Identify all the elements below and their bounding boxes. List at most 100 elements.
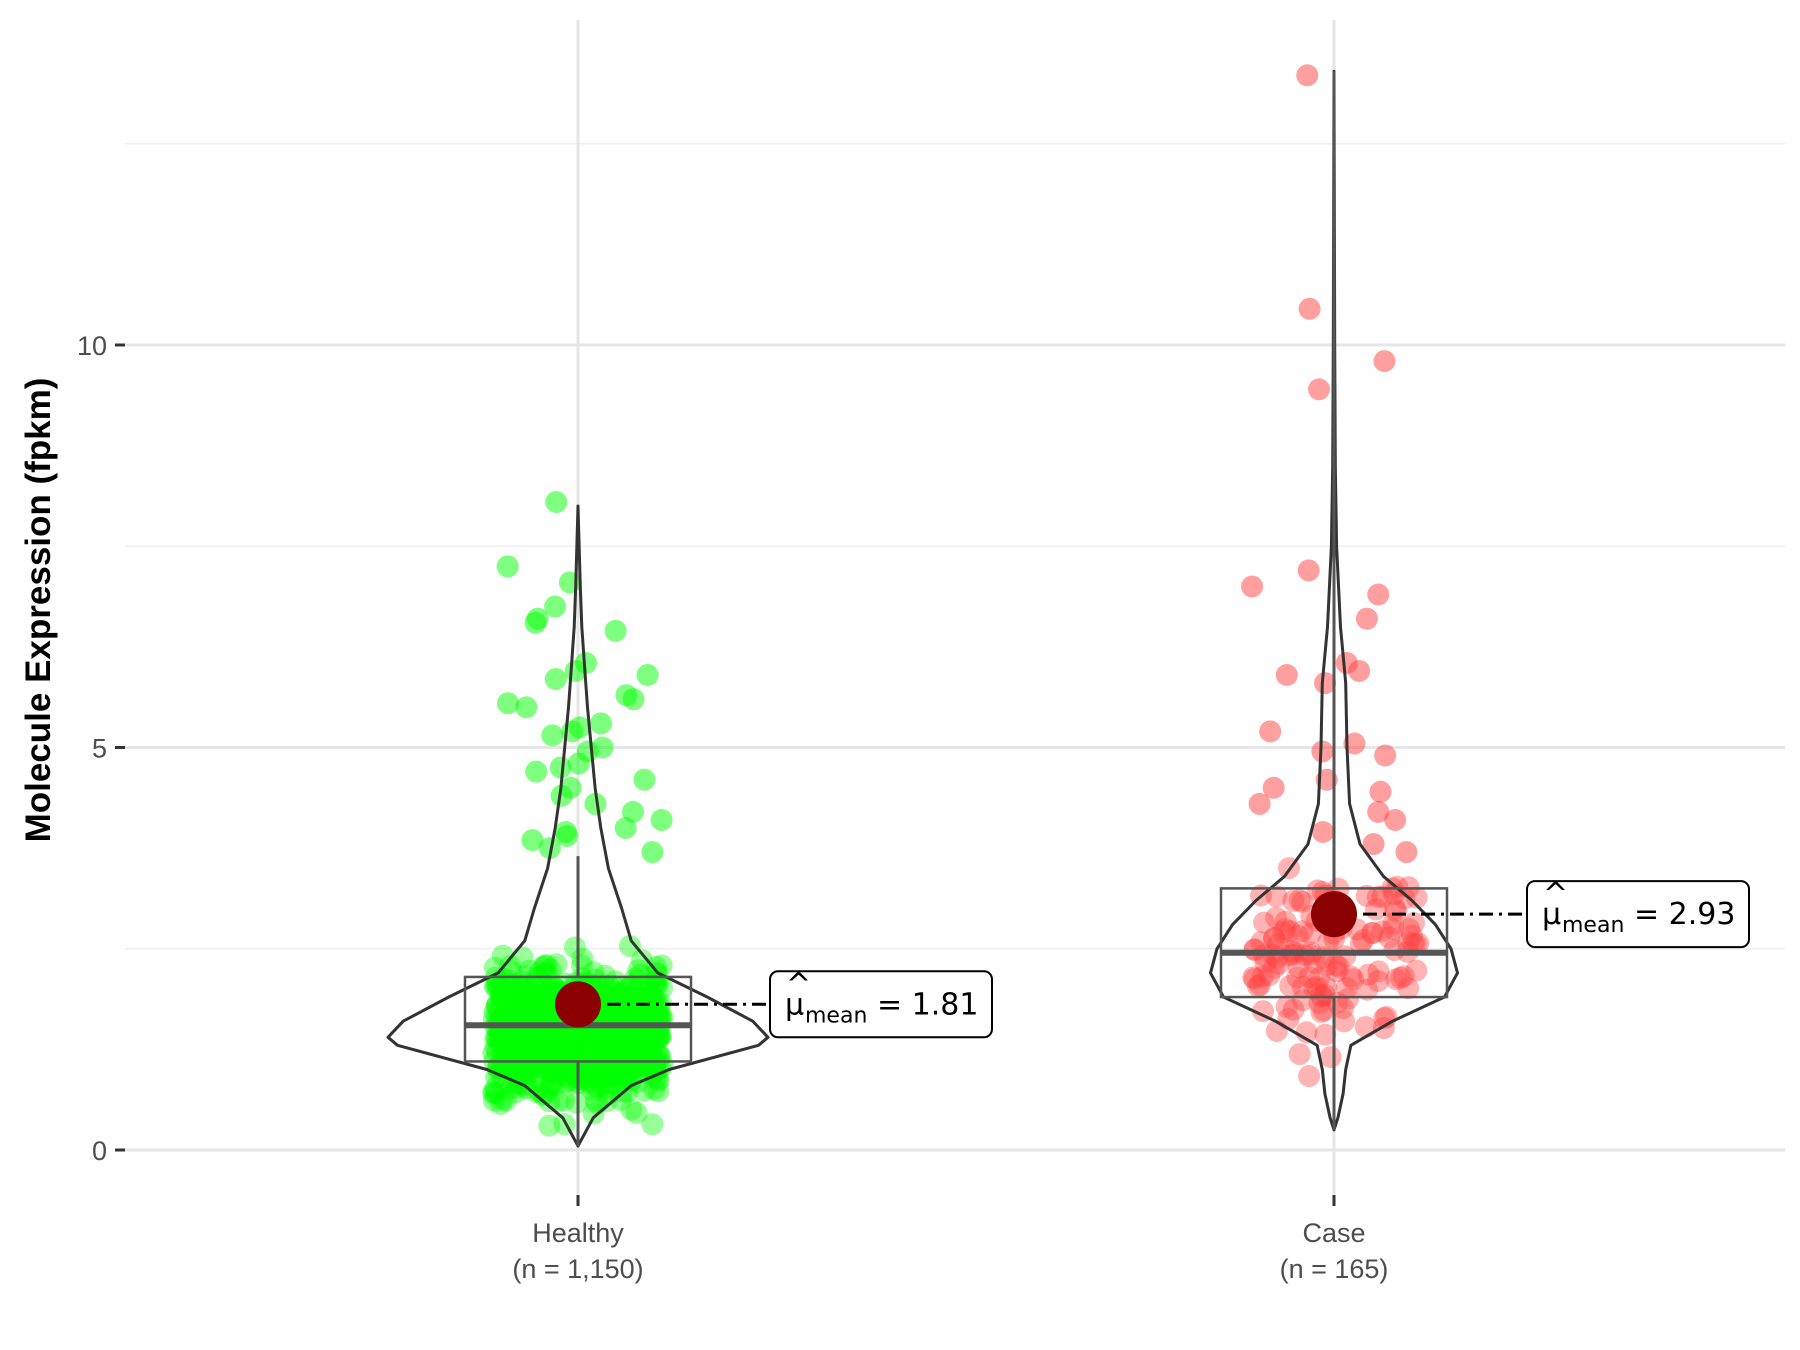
data-point	[584, 792, 607, 815]
data-point	[563, 1066, 586, 1088]
data-point	[518, 999, 541, 1022]
data-point	[1371, 885, 1394, 908]
data-point	[486, 992, 509, 1015]
data-point	[600, 982, 623, 1005]
data-point	[1241, 575, 1264, 598]
data-point	[1312, 821, 1334, 843]
data-point	[612, 1030, 635, 1053]
data-point	[513, 976, 536, 999]
data-point	[646, 1042, 669, 1065]
data-point	[1361, 922, 1384, 944]
data-point	[513, 1027, 536, 1050]
data-point	[618, 991, 640, 1014]
data-point	[592, 1025, 615, 1048]
data-point	[1385, 900, 1407, 922]
data-point	[529, 1052, 552, 1075]
data-point	[521, 1043, 544, 1066]
data-point	[592, 1043, 615, 1066]
data-point	[614, 978, 637, 1001]
data-point	[496, 1049, 519, 1071]
data-point	[500, 1038, 523, 1061]
data-point	[490, 987, 512, 1010]
data-point	[617, 1053, 640, 1076]
data-point	[525, 760, 548, 783]
data-point	[1381, 918, 1404, 941]
data-point	[616, 998, 639, 1021]
data-point	[598, 975, 620, 997]
data-point	[592, 1040, 614, 1062]
data-point	[614, 1003, 637, 1026]
data-point	[593, 1065, 616, 1088]
data-point	[544, 1040, 567, 1063]
data-point	[503, 1027, 526, 1049]
data-point	[1362, 833, 1385, 856]
data-point	[553, 1023, 576, 1046]
data-point	[629, 1024, 651, 1046]
data-point	[497, 969, 520, 992]
data-point	[1378, 926, 1401, 949]
data-point	[518, 1043, 541, 1066]
data-point	[639, 1032, 661, 1055]
data-point	[537, 1023, 560, 1045]
data-point	[534, 1005, 557, 1028]
data-point	[500, 999, 523, 1021]
data-point	[512, 1026, 535, 1049]
data-point	[1250, 931, 1273, 954]
data-point	[604, 1073, 627, 1096]
data-point	[575, 1029, 598, 1052]
data-point	[634, 1033, 657, 1056]
data-point	[617, 1025, 640, 1048]
data-point	[536, 1079, 559, 1102]
data-point	[586, 1076, 609, 1099]
data-point	[1298, 1065, 1321, 1088]
data-point	[512, 1030, 535, 1053]
data-point	[620, 1098, 643, 1121]
y-axis-title: Molecule Expression (fpkm)	[19, 378, 58, 843]
data-point	[627, 969, 650, 992]
data-point	[1279, 920, 1301, 942]
data-point	[1400, 924, 1423, 947]
data-point	[502, 977, 525, 1000]
data-point	[501, 1058, 523, 1081]
data-point	[614, 1034, 637, 1057]
data-point	[641, 1113, 664, 1136]
data-point	[636, 1032, 659, 1055]
data-point	[1366, 886, 1389, 908]
data-point	[483, 975, 506, 998]
data-point	[496, 555, 519, 578]
data-point	[510, 1025, 533, 1048]
data-point	[579, 1057, 602, 1080]
data-point	[1315, 954, 1338, 977]
mu-hat-symbol: μ	[785, 987, 804, 1022]
data-point	[483, 1001, 506, 1024]
data-point	[651, 977, 674, 1000]
data-point	[630, 1042, 653, 1065]
data-point	[538, 1114, 561, 1137]
data-point	[538, 979, 561, 1002]
data-point	[503, 1032, 526, 1055]
data-point	[1258, 964, 1281, 987]
data-point	[497, 1035, 520, 1058]
data-point	[527, 983, 549, 1006]
data-point	[500, 1058, 523, 1081]
data-point	[534, 1052, 557, 1075]
data-point	[550, 784, 573, 807]
data-point	[504, 994, 527, 1017]
data-point	[584, 1043, 606, 1066]
data-point	[624, 967, 646, 990]
data-point	[1357, 963, 1380, 986]
data-point	[532, 955, 555, 978]
data-point	[594, 1076, 617, 1099]
data-point	[636, 664, 659, 686]
data-point	[583, 1065, 606, 1088]
data-point	[500, 1026, 523, 1049]
data-point	[594, 1023, 616, 1046]
data-point	[1303, 952, 1326, 974]
data-point	[509, 997, 532, 1020]
data-point	[535, 954, 558, 977]
data-point	[1337, 987, 1359, 1010]
data-point	[506, 1057, 529, 1080]
data-point	[1355, 607, 1378, 630]
data-point	[1407, 932, 1430, 955]
